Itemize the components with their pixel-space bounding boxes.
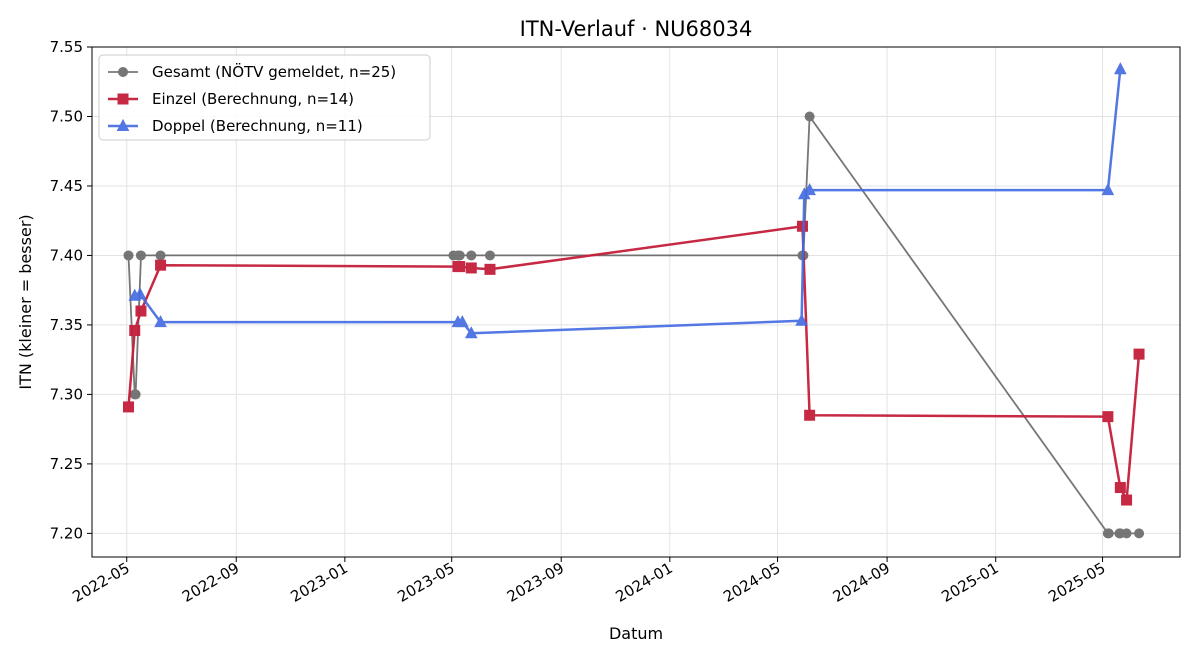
- legend-marker: [116, 118, 130, 131]
- data-point: [1134, 528, 1145, 539]
- data-point: [133, 287, 147, 300]
- legend-entry: [108, 93, 138, 105]
- plot-frame: [91, 46, 1181, 558]
- data-point: [123, 250, 134, 261]
- y-tick-label: 7.40: [50, 246, 83, 264]
- legend-marker: [117, 93, 129, 105]
- data-point: [454, 250, 465, 261]
- data-point: [454, 261, 466, 273]
- x-axis-label: Datum: [609, 624, 663, 643]
- data-point: [795, 313, 808, 326]
- data-point: [484, 250, 495, 261]
- data-point: [135, 250, 146, 261]
- data-point: [1114, 62, 1127, 75]
- data-point: [155, 250, 166, 261]
- data-point: [466, 250, 477, 261]
- legend-label: Einzel (Berechnung, n=14): [152, 90, 354, 108]
- y-tick-label: 7.45: [50, 177, 83, 195]
- data-point: [1103, 528, 1114, 539]
- data-point: [1121, 528, 1132, 539]
- data-point: [803, 183, 816, 196]
- series-circle: [123, 111, 1145, 539]
- series-square: [123, 220, 1145, 506]
- legend-box: [98, 54, 431, 141]
- data-point: [1102, 411, 1114, 423]
- legend-entry: [108, 67, 138, 77]
- y-axis-label: ITN (kleiner = besser): [16, 214, 35, 389]
- data-point: [804, 409, 816, 421]
- y-tick-label: 7.30: [50, 385, 83, 403]
- series-triangle: [128, 62, 1127, 339]
- y-axis: 7.20 7.25 7.30 7.35 7.40 7.45 7.50 7.55: [50, 38, 92, 542]
- data-point: [456, 315, 469, 328]
- series-layer: [123, 62, 1145, 539]
- legend-label: Doppel (Berechnung, n=11): [152, 117, 363, 135]
- data-point: [155, 259, 167, 271]
- data-point: [123, 401, 135, 413]
- data-point: [464, 326, 478, 339]
- y-tick-label: 7.50: [50, 107, 83, 125]
- legend-label: Gesamt (NÖTV gemeldet, n=25): [152, 62, 396, 81]
- data-point: [1114, 482, 1126, 494]
- chart-title: ITN-Verlauf · NU68034: [520, 17, 753, 41]
- data-point: [129, 324, 141, 336]
- y-tick-label: 7.25: [50, 455, 83, 473]
- legend-marker: [118, 67, 128, 77]
- data-point: [484, 263, 496, 275]
- data-point: [465, 262, 477, 274]
- data-point: [130, 389, 141, 400]
- y-tick-label: 7.55: [50, 38, 83, 56]
- data-point: [154, 315, 167, 328]
- series-line: [127, 225, 1141, 502]
- data-point: [804, 111, 815, 122]
- data-point: [1101, 183, 1115, 196]
- data-point: [135, 305, 147, 317]
- legend: Gesamt (NÖTV gemeldet, n=25) Einzel (Bere…: [98, 54, 431, 141]
- y-tick-label: 7.35: [50, 316, 83, 334]
- data-point: [1133, 348, 1145, 360]
- y-tick-label: 7.20: [50, 524, 83, 542]
- data-point: [1121, 494, 1133, 506]
- legend-entry: [108, 118, 138, 131]
